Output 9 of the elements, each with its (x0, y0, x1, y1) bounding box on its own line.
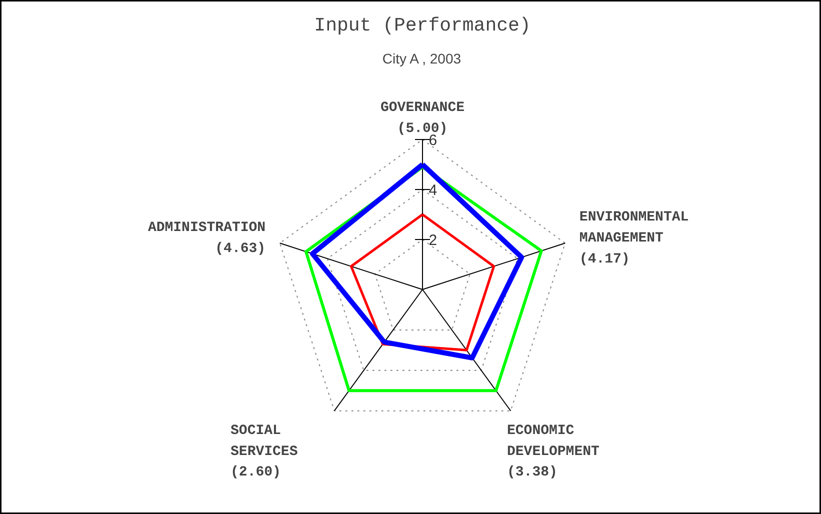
y-tick-label: 4 (428, 182, 438, 199)
chart-title: Input (Performance) (314, 14, 531, 36)
y-tick-label: 6 (428, 132, 438, 149)
spoke-label: SOCIAL SERVICES (2.60) (230, 422, 298, 481)
spoke-label: ENVIRONMENTAL MANAGEMENT (4.17) (579, 210, 689, 268)
spoke-label: ECONOMIC DEVELOPMENT (3.38) (506, 422, 600, 481)
spoke-label: ADMINISTRATION (4.63) (148, 220, 266, 257)
chart-subtitle: City A , 2003 (382, 50, 462, 66)
y-tick-label: 2 (428, 232, 438, 249)
